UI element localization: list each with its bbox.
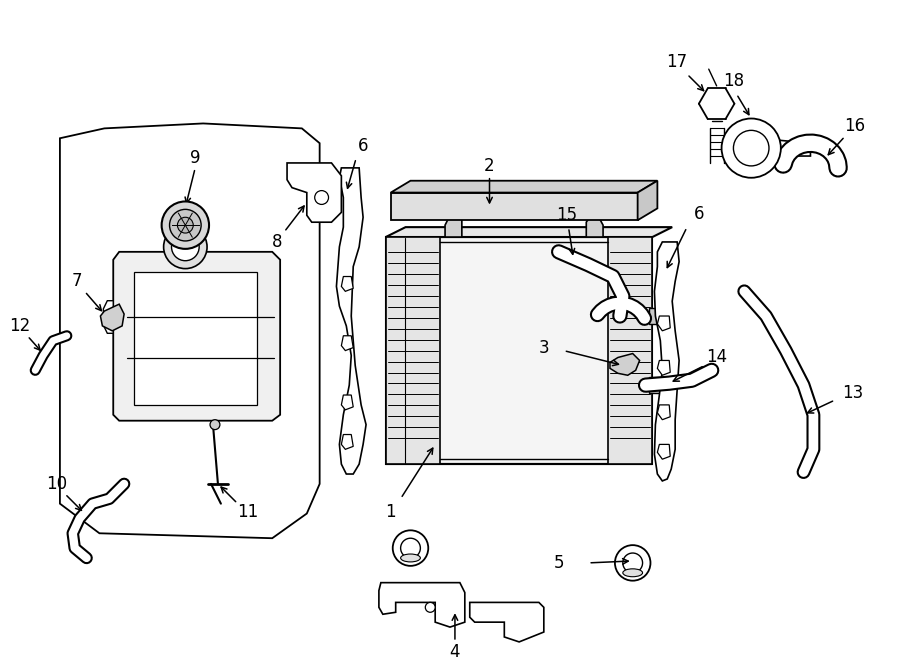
Circle shape: [722, 118, 781, 178]
Polygon shape: [470, 602, 544, 642]
Polygon shape: [654, 242, 680, 481]
Polygon shape: [586, 212, 603, 237]
Polygon shape: [386, 237, 440, 464]
Text: 9: 9: [190, 149, 201, 167]
Polygon shape: [657, 360, 670, 375]
Polygon shape: [113, 252, 280, 420]
Text: 15: 15: [556, 206, 577, 224]
Circle shape: [172, 233, 199, 260]
Ellipse shape: [400, 554, 420, 562]
Text: 5: 5: [554, 554, 564, 572]
Text: 10: 10: [47, 475, 68, 493]
Text: 1: 1: [385, 502, 396, 521]
Polygon shape: [657, 316, 670, 330]
Text: 17: 17: [667, 54, 688, 71]
Polygon shape: [657, 444, 670, 459]
Polygon shape: [379, 582, 464, 627]
Polygon shape: [650, 308, 670, 324]
Text: 7: 7: [71, 272, 82, 290]
Circle shape: [734, 130, 769, 166]
Polygon shape: [386, 227, 672, 237]
Polygon shape: [341, 395, 353, 410]
Text: 12: 12: [9, 317, 30, 335]
Polygon shape: [341, 434, 353, 449]
Circle shape: [162, 202, 209, 249]
Text: 13: 13: [842, 384, 863, 402]
Polygon shape: [134, 272, 257, 405]
Text: 8: 8: [272, 233, 283, 251]
Polygon shape: [391, 192, 637, 220]
Circle shape: [426, 602, 436, 612]
Polygon shape: [391, 180, 657, 192]
Text: 6: 6: [358, 137, 368, 155]
Circle shape: [392, 530, 428, 566]
Text: 3: 3: [538, 338, 549, 357]
Polygon shape: [341, 276, 353, 292]
Circle shape: [210, 420, 220, 430]
Polygon shape: [610, 354, 640, 375]
Polygon shape: [446, 212, 462, 237]
Polygon shape: [287, 163, 341, 222]
Text: 6: 6: [694, 206, 704, 223]
Polygon shape: [386, 237, 652, 464]
Polygon shape: [778, 140, 811, 156]
Text: 2: 2: [484, 157, 495, 175]
Polygon shape: [101, 304, 124, 330]
Text: 11: 11: [237, 502, 258, 521]
Circle shape: [164, 225, 207, 268]
Text: 16: 16: [844, 118, 866, 136]
Text: 14: 14: [706, 348, 727, 366]
Circle shape: [177, 217, 194, 233]
Polygon shape: [608, 237, 652, 464]
Circle shape: [169, 210, 201, 241]
Polygon shape: [60, 124, 320, 538]
Polygon shape: [341, 336, 353, 350]
Ellipse shape: [623, 569, 643, 577]
Text: 18: 18: [723, 72, 744, 90]
Polygon shape: [337, 168, 366, 474]
Text: 4: 4: [450, 642, 460, 661]
Circle shape: [623, 553, 643, 573]
Circle shape: [615, 545, 651, 580]
Polygon shape: [637, 180, 657, 220]
Circle shape: [315, 190, 328, 204]
Circle shape: [400, 538, 420, 558]
Polygon shape: [650, 377, 670, 393]
Polygon shape: [657, 405, 670, 420]
Polygon shape: [104, 301, 113, 333]
